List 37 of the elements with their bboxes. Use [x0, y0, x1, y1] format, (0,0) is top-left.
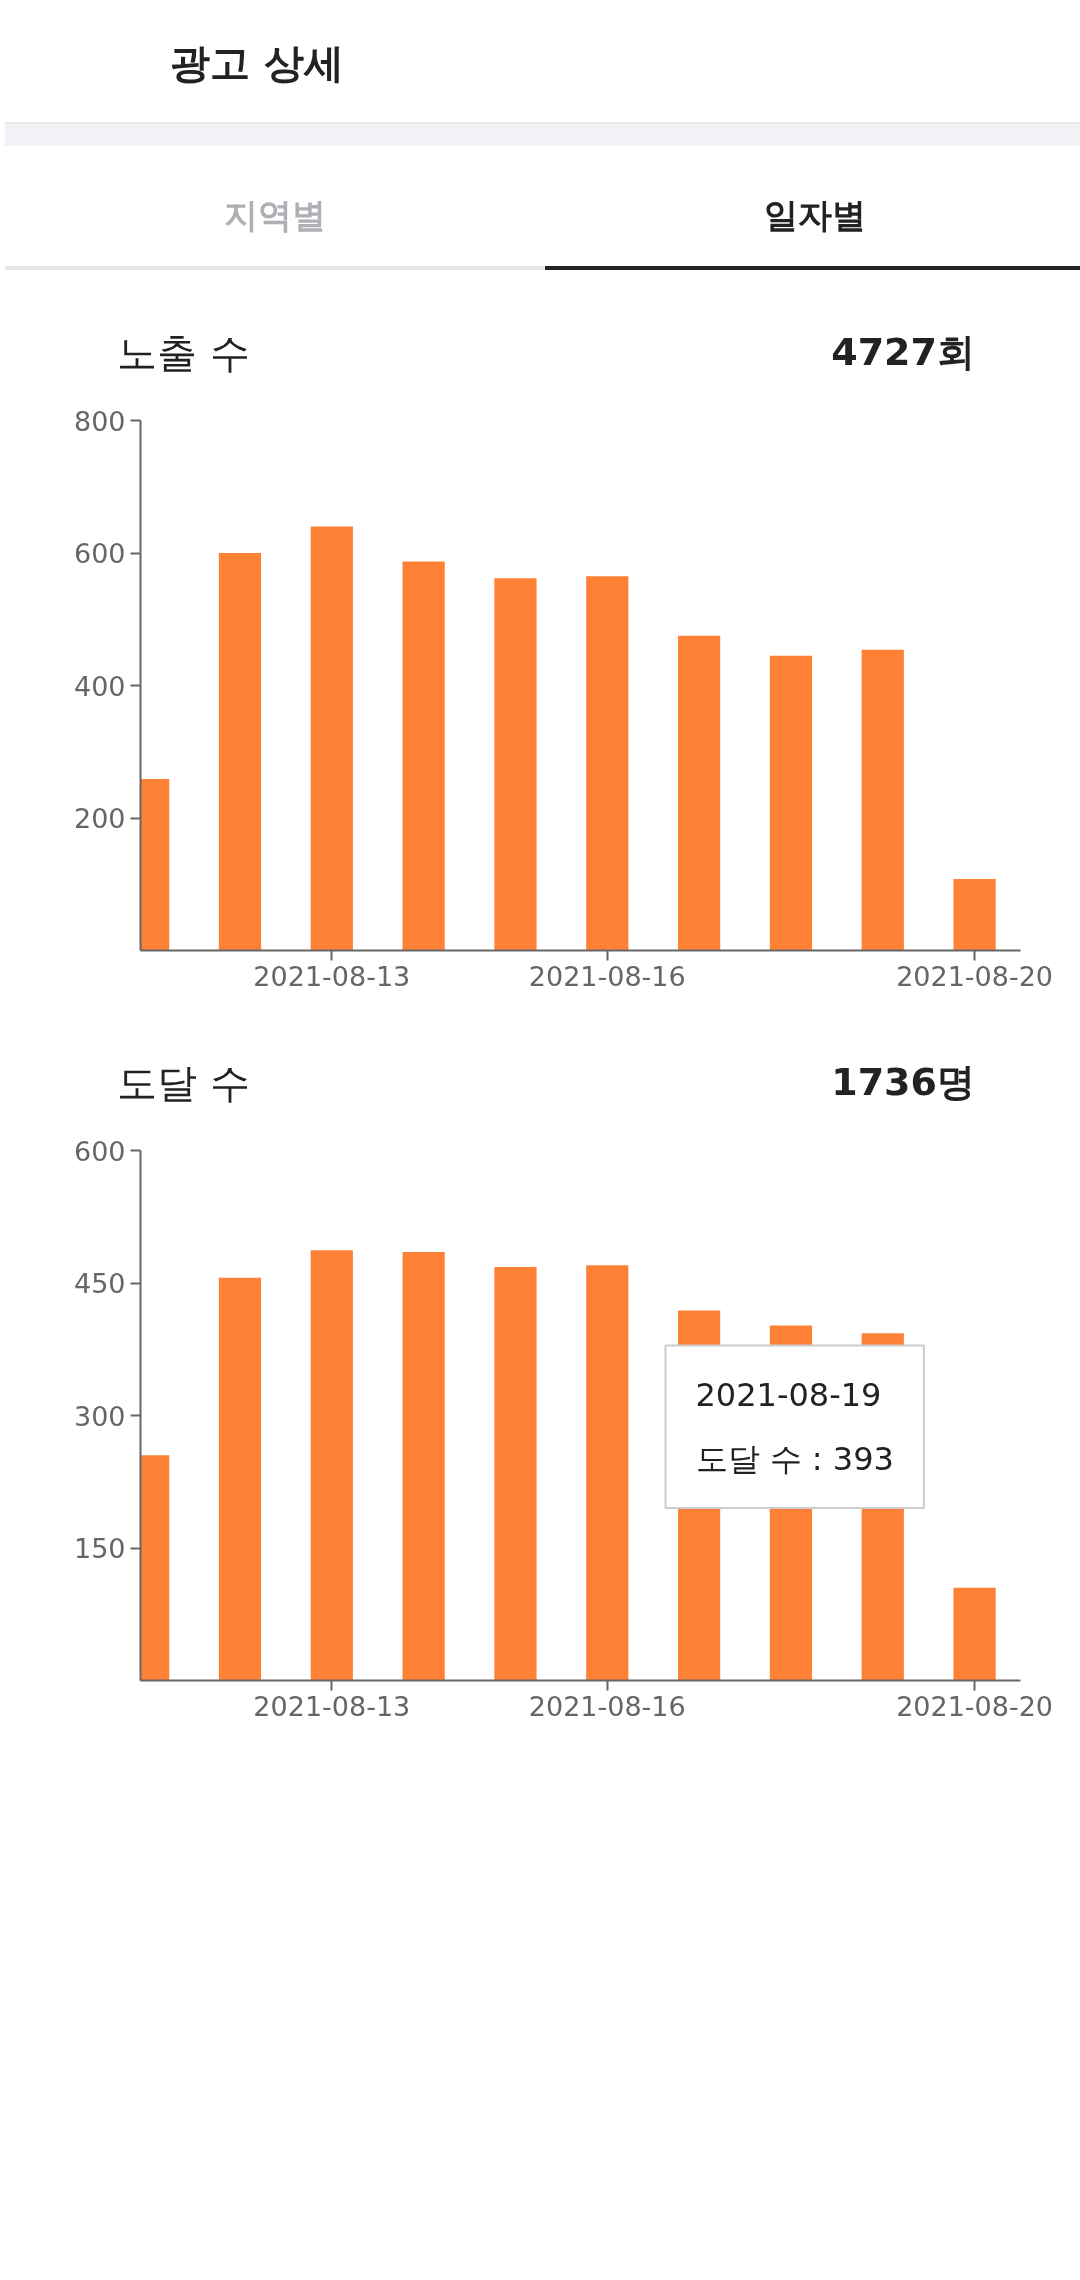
text: 일자별	[545, 165, 1080, 270]
y-tick-label: 450	[73, 1268, 126, 1299]
x-tick-label: 2021-08-13	[253, 960, 411, 992]
y-tick-label: 800	[73, 405, 126, 437]
text: 지역별	[5, 165, 545, 270]
text: 4727회	[831, 329, 976, 376]
chart-title: 도달 수	[116, 1059, 250, 1108]
x-tick-label: 2021-08-13	[253, 1690, 411, 1722]
y-tick-label: 600	[73, 538, 126, 569]
x-tick-label: 2021-08-16	[528, 960, 686, 992]
y-tick-label: 400	[73, 670, 126, 702]
bar	[218, 553, 262, 951]
chart-title: 노출 수	[116, 329, 250, 378]
bar	[677, 635, 721, 951]
text: 광고 상세	[5, 5, 1080, 125]
x-tick-label: 2021-08-16	[528, 1690, 686, 1722]
bar	[953, 1587, 996, 1681]
bar	[586, 576, 629, 951]
bar	[402, 1252, 445, 1681]
y-tick-label: 200	[73, 803, 126, 834]
annotation: 2021-08-19 도달 수 : 393	[695, 1375, 894, 1479]
bar	[494, 578, 537, 951]
bar	[953, 878, 996, 951]
x-tick-label: 2021-08-20	[896, 1690, 1054, 1722]
y-tick-label: 300	[73, 1400, 126, 1432]
bar	[402, 561, 445, 951]
x-tick-label: 2021-08-20	[896, 960, 1054, 992]
y-tick-label: 150	[73, 1533, 126, 1564]
bar	[218, 1277, 262, 1681]
bar	[310, 526, 353, 951]
bar	[586, 1265, 629, 1681]
text: 1736명	[831, 1059, 976, 1106]
bar	[310, 1250, 353, 1681]
bar	[769, 655, 813, 951]
bar	[494, 1267, 537, 1681]
bar	[861, 649, 904, 951]
y-tick-label: 600	[73, 1135, 126, 1167]
